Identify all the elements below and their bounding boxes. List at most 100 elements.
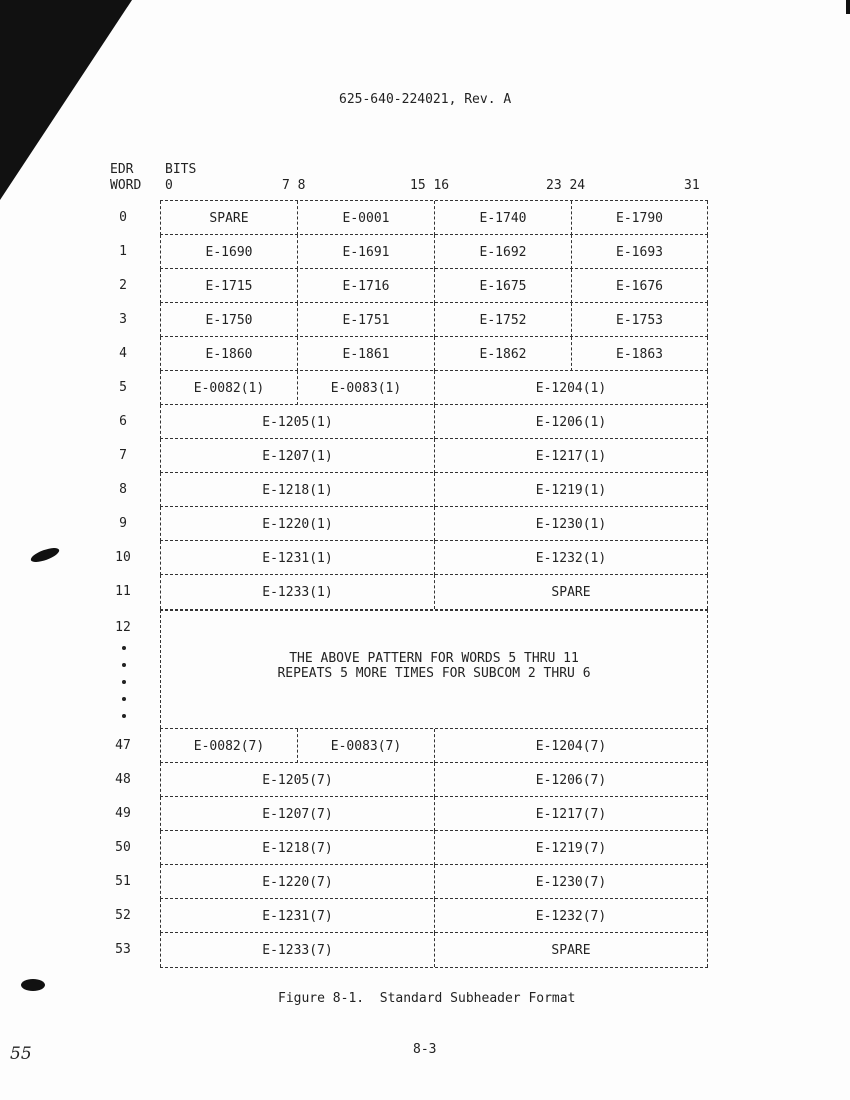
field-cell: SPARE: [160, 201, 297, 235]
word-number: 9: [119, 516, 127, 531]
word-number: 7: [119, 448, 127, 463]
field-cell: E-1205(7): [160, 763, 434, 797]
word-number: 50: [115, 840, 131, 855]
figure-caption: Figure 8-1. Standard Subheader Format: [278, 991, 576, 1006]
repeat-note: THE ABOVE PATTERN FOR WORDS 5 THRU 11 RE…: [160, 610, 708, 728]
field-cell: E-1217(7): [434, 797, 708, 831]
field-cell: E-1675: [434, 269, 571, 303]
word-number: 0: [119, 210, 127, 225]
field-cell: E-1218(1): [160, 473, 434, 507]
field-cell: E-1751: [297, 303, 434, 337]
table-row: E-1205(7) E-1206(7): [160, 762, 708, 797]
word-number: 12: [115, 620, 131, 635]
field-cell: E-1220(7): [160, 865, 434, 899]
table-row: E-1205(1) E-1206(1): [160, 404, 708, 439]
table-row: SPARE E-0001 E-1740 E-1790: [160, 200, 708, 235]
table-row: E-1218(7) E-1219(7): [160, 830, 708, 865]
field-cell: E-1690: [160, 235, 297, 269]
field-cell: E-1217(1): [434, 439, 708, 473]
field-cell: E-1220(1): [160, 507, 434, 541]
page-number: 8-3: [413, 1042, 437, 1057]
word-number: 48: [115, 772, 131, 787]
field-cell: SPARE: [434, 933, 708, 967]
table-row: E-1207(7) E-1217(7): [160, 796, 708, 831]
table-row: E-1207(1) E-1217(1): [160, 438, 708, 473]
field-cell: SPARE: [434, 575, 708, 609]
field-cell: E-1233(1): [160, 575, 434, 609]
word-number: 49: [115, 806, 131, 821]
field-cell: E-1753: [571, 303, 708, 337]
field-cell: E-1715: [160, 269, 297, 303]
table-row: E-1860 E-1861 E-1862 E-1863: [160, 336, 708, 371]
field-cell: E-1752: [434, 303, 571, 337]
field-cell: E-1206(1): [434, 405, 708, 439]
field-cell: E-1860: [160, 337, 297, 371]
bit-tick: 0: [165, 178, 173, 193]
repeat-note-line: REPEATS 5 MORE TIMES FOR SUBCOM 2 THRU 6: [277, 666, 591, 681]
table-row: E-1218(1) E-1219(1): [160, 472, 708, 507]
field-cell: E-0083(1): [297, 371, 434, 405]
field-cell: E-1205(1): [160, 405, 434, 439]
field-cell: E-1740: [434, 201, 571, 235]
word-number: 4: [119, 346, 127, 361]
field-cell: E-1207(7): [160, 797, 434, 831]
field-cell: E-1204(7): [434, 729, 708, 763]
field-cell: E-1692: [434, 235, 571, 269]
field-cell: E-0082(1): [160, 371, 297, 405]
table-row: E-1233(7) SPARE: [160, 932, 708, 968]
word-number: 3: [119, 312, 127, 327]
field-cell: E-0082(7): [160, 729, 297, 763]
bit-tick: 23 24: [546, 178, 586, 193]
handwritten-mark: 55: [10, 1044, 32, 1064]
field-cell: E-1676: [571, 269, 708, 303]
bits-label: BITS: [165, 162, 197, 177]
field-cell: E-1790: [571, 201, 708, 235]
field-cell: E-1693: [571, 235, 708, 269]
field-cell: E-1861: [297, 337, 434, 371]
table-row: E-1233(1) SPARE: [160, 574, 708, 610]
field-cell: E-1691: [297, 235, 434, 269]
table-row: E-1220(1) E-1230(1): [160, 506, 708, 541]
word-number: 53: [115, 942, 131, 957]
word-number: 51: [115, 874, 131, 889]
word-number: 47: [115, 738, 131, 753]
field-cell: E-0083(7): [297, 729, 434, 763]
field-cell: E-1231(1): [160, 541, 434, 575]
table-row: E-1715 E-1716 E-1675 E-1676: [160, 268, 708, 303]
field-cell: E-1230(1): [434, 507, 708, 541]
bit-tick: 15 16: [410, 178, 450, 193]
field-cell: E-1863: [571, 337, 708, 371]
field-cell: E-1233(7): [160, 933, 434, 967]
table-row: E-1690 E-1691 E-1692 E-1693: [160, 234, 708, 269]
field-cell: E-1716: [297, 269, 434, 303]
table-row: E-1231(7) E-1232(7): [160, 898, 708, 933]
col-header-edr: EDR: [110, 162, 134, 177]
field-cell: E-1204(1): [434, 371, 708, 405]
bit-tick: 31: [684, 178, 700, 193]
word-number: 8: [119, 482, 127, 497]
word-number: 11: [115, 584, 131, 599]
table-row: E-1750 E-1751 E-1752 E-1753: [160, 302, 708, 337]
field-cell: E-1219(7): [434, 831, 708, 865]
field-cell: E-1231(7): [160, 899, 434, 933]
field-cell: E-1218(7): [160, 831, 434, 865]
table-row: E-0082(7) E-0083(7) E-1204(7): [160, 728, 708, 763]
word-number: 5: [119, 380, 127, 395]
repeat-note-line: THE ABOVE PATTERN FOR WORDS 5 THRU 11: [289, 651, 579, 666]
word-number: 10: [115, 550, 131, 565]
document-id: 625-640-224021, Rev. A: [339, 92, 512, 107]
field-cell: E-1750: [160, 303, 297, 337]
word-number: 6: [119, 414, 127, 429]
bit-tick: 7 8: [282, 178, 306, 193]
field-cell: E-1232(7): [434, 899, 708, 933]
table-row: E-1220(7) E-1230(7): [160, 864, 708, 899]
field-cell: E-1207(1): [160, 439, 434, 473]
word-number: 2: [119, 278, 127, 293]
field-cell: E-1219(1): [434, 473, 708, 507]
field-cell: E-1230(7): [434, 865, 708, 899]
field-cell: E-1232(1): [434, 541, 708, 575]
field-cell: E-1862: [434, 337, 571, 371]
field-cell: E-1206(7): [434, 763, 708, 797]
